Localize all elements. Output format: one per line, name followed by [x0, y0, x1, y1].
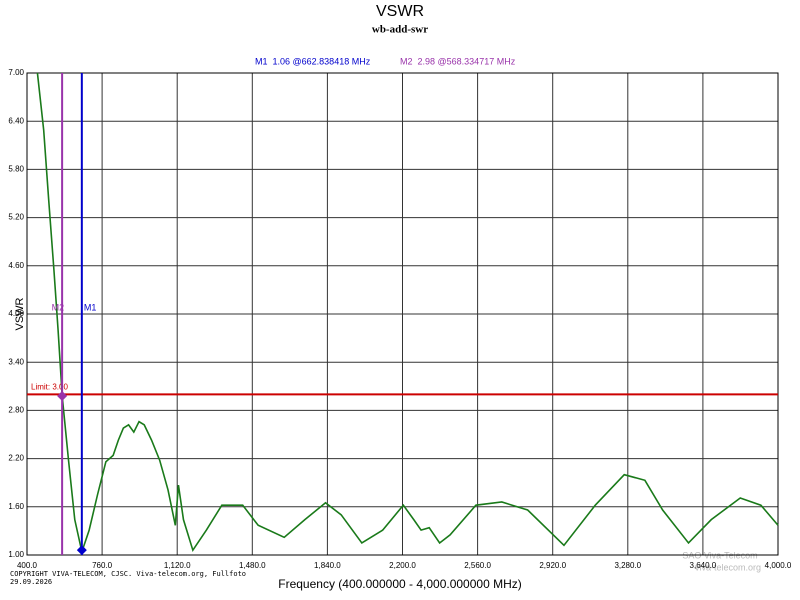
- x-tick-label: 1,480.0: [239, 561, 266, 570]
- x-tick-label: 2,200.0: [389, 561, 416, 570]
- y-tick-label: 2.80: [8, 406, 24, 415]
- x-axis-label: Frequency (400.000000 - 4,000.000000 MHz…: [278, 577, 522, 591]
- x-tick-label: 400.0: [17, 561, 38, 570]
- marker-label: M2: [52, 302, 65, 312]
- x-tick-label: 1,840.0: [314, 561, 341, 570]
- y-tick-label: 1.00: [8, 550, 24, 559]
- x-tick-label: 1,120.0: [164, 561, 191, 570]
- date: 29.09.2026: [10, 578, 52, 586]
- chart-subtitle: wb-add-swr: [372, 24, 428, 36]
- marker-point: [57, 390, 68, 401]
- y-axis-label: VSWR: [14, 297, 26, 330]
- marker-label: M1: [84, 302, 97, 312]
- x-tick-label: 4,000.0: [765, 561, 792, 570]
- chart-title: VSWR: [376, 3, 424, 20]
- x-tick-label: 2,560.0: [464, 561, 491, 570]
- marker-readout: M2 2.98 @568.334717 MHz: [400, 56, 516, 66]
- limit-label: Limit: 3.00: [31, 382, 68, 391]
- y-tick-label: 4.60: [8, 261, 24, 270]
- y-tick-label: 7.00: [8, 68, 24, 77]
- y-tick-label: 2.20: [8, 454, 24, 463]
- marker-point: [76, 545, 87, 556]
- x-tick-label: 2,920.0: [539, 561, 566, 570]
- trace: [36, 72, 779, 555]
- x-tick-label: 3,640.0: [690, 561, 717, 570]
- y-tick-label: 6.40: [8, 116, 24, 125]
- y-tick-label: 1.60: [8, 502, 24, 511]
- x-tick-label: 3,280.0: [614, 561, 641, 570]
- y-tick-label: 5.80: [8, 165, 24, 174]
- plot-frame: [26, 72, 779, 556]
- copyright: COPYRIGHT VIVA-TELECOM, CJSC. Viva-telec…: [10, 570, 246, 578]
- watermark: viva-telecom.org: [695, 562, 761, 572]
- y-tick-label: 3.40: [8, 357, 24, 366]
- y-tick-label: 5.20: [8, 213, 24, 222]
- marker-readout: M1 1.06 @662.838418 MHz: [255, 56, 371, 66]
- y-tick-label: 4.00: [8, 309, 24, 318]
- x-tick-label: 760.0: [92, 561, 113, 570]
